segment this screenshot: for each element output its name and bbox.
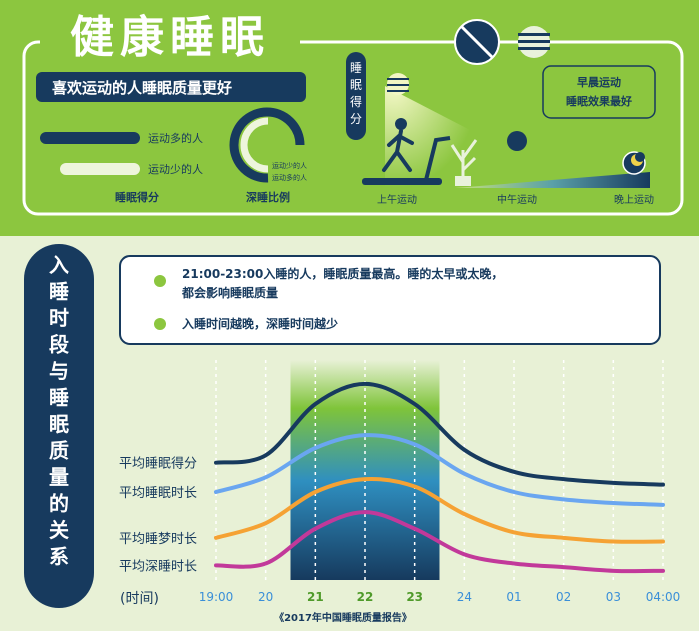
series-lines bbox=[214, 381, 665, 574]
vertical-title-char: 量 bbox=[49, 465, 69, 489]
exercise-time-label: 晚上运动 bbox=[614, 194, 654, 206]
ring-label-more: 运动多的人 bbox=[272, 173, 307, 182]
main-title: 健康睡眠 bbox=[70, 12, 270, 63]
x-tick-label: 24 bbox=[457, 590, 472, 604]
x-tick-label: 03 bbox=[606, 590, 621, 604]
series-line bbox=[214, 510, 665, 574]
subtitle-banner bbox=[36, 72, 306, 102]
vertical-title-char: 段 bbox=[49, 333, 69, 357]
series-label: 平均睡眠时长 bbox=[119, 486, 197, 501]
insight-1-line1: 21:00-23:00入睡的人，睡眠质量最高。睡的太早或太晚， bbox=[182, 266, 503, 281]
x-tick-labels: 19:00 20 21 22 23 24 01 02 03 04:00 bbox=[199, 590, 681, 604]
subtitle-text: 喜欢运动的人睡眠质量更好 bbox=[52, 79, 232, 97]
score-bar-less bbox=[60, 163, 140, 175]
series-label: 平均深睡时长 bbox=[119, 559, 197, 574]
insight-bullet-2 bbox=[154, 318, 166, 330]
sun-ball-icon bbox=[387, 73, 409, 95]
exercise-vertical-label-char: 分 bbox=[350, 112, 362, 126]
ring-label-less: 运动少的人 bbox=[272, 161, 307, 170]
treadmill-runner-icon bbox=[362, 118, 451, 185]
top-frame bbox=[22, 40, 684, 216]
striped-ball-icon bbox=[518, 26, 550, 58]
insight-box bbox=[119, 255, 661, 345]
vertical-title-char: 的 bbox=[49, 492, 69, 516]
ring-caption: 深睡比例 bbox=[246, 190, 290, 204]
exercise-vertical-label-char: 得 bbox=[350, 94, 362, 109]
series-line bbox=[214, 381, 665, 487]
morning-note-line1: 早晨运动 bbox=[577, 75, 621, 89]
vertical-title-char: 时 bbox=[49, 306, 69, 330]
exercise-vertical-label-bg bbox=[346, 52, 366, 140]
exercise-time-label: 中午运动 bbox=[497, 193, 537, 206]
exercise-vertical-label: 睡眠得分 bbox=[350, 61, 362, 126]
plant-icon bbox=[450, 139, 478, 186]
morning-note-box bbox=[542, 65, 656, 119]
vertical-title-pill bbox=[24, 244, 94, 608]
exercise-time-label: 上午运动 bbox=[377, 193, 417, 206]
noon-ball-icon bbox=[507, 131, 527, 151]
night-moon-icon bbox=[622, 151, 646, 175]
insight-1-line2: 都会影响睡眠质量 bbox=[181, 285, 278, 300]
vertical-title-char: 睡 bbox=[49, 280, 69, 304]
highlight-band bbox=[290, 360, 440, 580]
morning-note-line2: 睡眠效果最好 bbox=[566, 94, 632, 108]
moon-ball-icon bbox=[454, 19, 500, 65]
vertical-title-char: 入 bbox=[49, 253, 69, 277]
series-label: 平均睡眠得分 bbox=[119, 456, 197, 472]
insight-2-text: 入睡时间越晚，深睡时间越少 bbox=[182, 316, 338, 331]
x-tick-label: 23 bbox=[406, 590, 423, 604]
series-label: 平均睡梦时长 bbox=[119, 532, 197, 547]
score-bar-more-label: 运动多的人 bbox=[148, 131, 203, 145]
vertical-title-char: 眠 bbox=[49, 412, 69, 436]
x-tick-label: 01 bbox=[506, 590, 521, 604]
x-tick-label: 04:00 bbox=[646, 590, 681, 604]
x-tick-label: 22 bbox=[357, 590, 374, 604]
vertical-title-char: 系 bbox=[49, 545, 69, 569]
series-line bbox=[214, 476, 665, 544]
series-line bbox=[214, 433, 665, 507]
exercise-vertical-label-char: 眠 bbox=[350, 78, 362, 92]
exercise-time-labels: 上午运动 中午运动 晚上运动 bbox=[377, 193, 654, 206]
source-citation: 《2017年中国睡眠质量报告》 bbox=[274, 611, 412, 624]
vertical-title-char: 与 bbox=[49, 359, 69, 383]
x-axis-label: (时间) bbox=[120, 591, 159, 607]
title-mask bbox=[40, 10, 300, 66]
x-tick-label: 19:00 bbox=[199, 590, 234, 604]
x-tick-label: 21 bbox=[307, 590, 324, 604]
x-tick-label: 02 bbox=[556, 590, 571, 604]
vertical-title-char: 睡 bbox=[49, 386, 69, 410]
exercise-vertical-label-char: 睡 bbox=[350, 61, 362, 75]
score-bar-less-label: 运动少的人 bbox=[148, 162, 203, 176]
score-bar-more bbox=[40, 132, 140, 144]
score-ramp bbox=[455, 172, 650, 188]
vertical-title-char: 关 bbox=[49, 518, 69, 542]
deep-sleep-ring bbox=[229, 107, 305, 183]
score-bars-caption: 睡眠得分 bbox=[115, 190, 159, 204]
vertical-title-char: 质 bbox=[49, 439, 69, 463]
x-tick-label: 20 bbox=[258, 590, 273, 604]
insight-bullet-1 bbox=[154, 275, 166, 287]
